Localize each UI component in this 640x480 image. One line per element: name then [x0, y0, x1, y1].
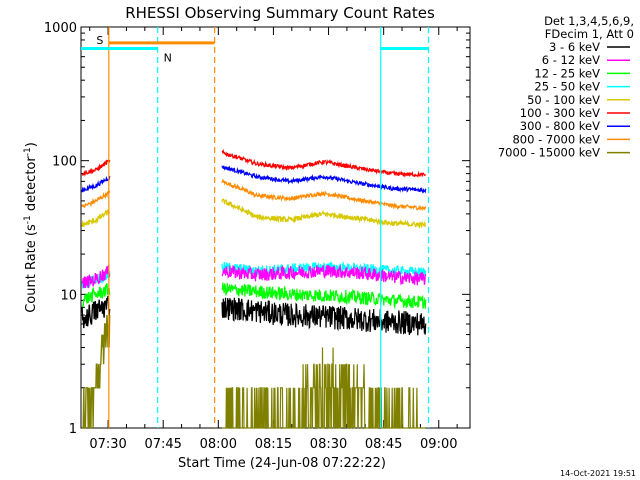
series-line-post	[221, 264, 427, 286]
series-line-post	[221, 198, 426, 229]
series-line-pre	[81, 158, 111, 178]
legend-label: 6 - 12 keV	[542, 53, 600, 67]
legend-label: 300 - 800 keV	[520, 119, 600, 133]
y-tick-label: 1	[69, 422, 77, 437]
timestamp: 14-Oct-2021 19:51	[560, 469, 636, 478]
flag-label-s: S	[96, 34, 103, 47]
y-axis-label-part: detector	[24, 156, 39, 216]
y-axis-label-part: -1	[23, 147, 33, 156]
legend-label: 3 - 6 keV	[549, 40, 600, 54]
series-100-300keV	[81, 148, 427, 178]
x-tick-label: 09:00	[420, 437, 457, 452]
legend-label: 7000 - 15000 keV	[498, 146, 600, 160]
x-tick-label: 08:00	[200, 437, 237, 452]
series-line-pre	[81, 283, 111, 308]
series-7000-15000keV	[82, 314, 426, 429]
legend: Det 1,3,4,5,6,9,FDecim 1, Att 03 - 6 keV…	[498, 14, 634, 160]
series-line-pre	[82, 314, 111, 429]
legend-label: 25 - 50 keV	[534, 80, 600, 94]
x-tick-label: 07:30	[89, 437, 126, 452]
x-tick-label: 08:15	[255, 437, 292, 452]
series-line-post	[221, 282, 427, 310]
y-tick-label: 100	[52, 155, 77, 170]
legend-label: 12 - 25 keV	[534, 66, 600, 80]
x-axis: 07:30 07:45 08:00 08:15 08:30 08:45 09:00	[89, 27, 458, 452]
series-line-post	[221, 165, 427, 194]
series-line-post	[221, 178, 427, 212]
y-axis-label-part: )	[24, 142, 39, 147]
series-3-6keV	[81, 295, 427, 336]
x-tick-label: 07:45	[144, 437, 181, 452]
series-6-12keV	[81, 264, 427, 289]
x-axis-label: Start Time (24-Jun-08 07:22:22)	[178, 456, 386, 471]
series-line-pre	[81, 209, 111, 228]
series-line-pre	[81, 189, 111, 209]
series-line-post	[221, 148, 427, 178]
series-12-25keV	[81, 282, 427, 310]
series-800-7000keV	[81, 178, 427, 212]
legend-label: 50 - 100 keV	[527, 93, 600, 107]
plot-frame	[80, 26, 471, 429]
y-axis: 1 10 100 1000	[44, 21, 470, 437]
series-line-post	[222, 347, 426, 429]
legend-header-2: FDecim 1, Att 0	[545, 27, 634, 41]
series-50-100keV	[81, 198, 426, 229]
y-axis-label-part: Count Rate (s	[24, 224, 39, 313]
series-line-post	[221, 297, 427, 336]
flag-label-n: N	[164, 52, 172, 65]
series-line-pre	[81, 175, 111, 193]
series-line-pre	[81, 295, 111, 329]
y-tick-label: 1000	[44, 21, 77, 36]
chart-title: RHESSI Observing Summary Count Rates	[125, 4, 435, 22]
series-300-800keV	[81, 165, 427, 194]
y-axis-label-part: -1	[23, 215, 33, 224]
y-tick-label: 10	[60, 288, 77, 303]
legend-header-1: Det 1,3,4,5,6,9,	[544, 14, 634, 28]
x-tick-label: 08:45	[365, 437, 402, 452]
x-tick-label: 08:30	[310, 437, 347, 452]
series-line-pre	[81, 264, 111, 289]
legend-label: 800 - 7000 keV	[512, 132, 600, 146]
legend-label: 100 - 300 keV	[520, 106, 600, 120]
y-axis-label: Count Rate (s-1 detector-1)	[23, 142, 39, 313]
